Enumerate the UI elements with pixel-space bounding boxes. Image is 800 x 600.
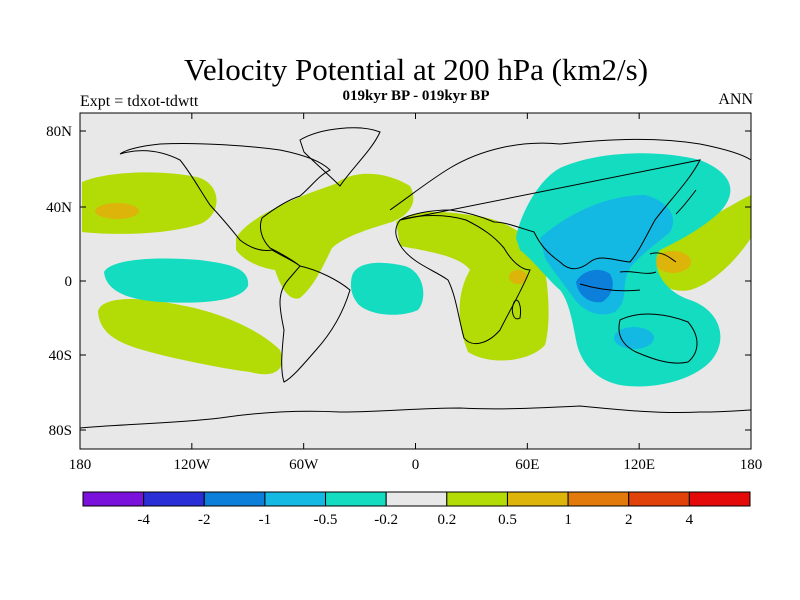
colorbar-label: -2 <box>198 512 211 528</box>
colorbar-label: 1 <box>564 512 572 528</box>
colorbar-label: -0.2 <box>374 512 398 528</box>
field-west-pacific-orange <box>655 251 691 273</box>
map-title: Velocity Potential at 200 hPa (km2/s) <box>183 52 649 87</box>
field-south-atlantic-negative <box>350 262 424 315</box>
colorbar-label: -1 <box>259 512 272 528</box>
axis-ticks <box>79 113 752 449</box>
lon-label: 0 <box>412 457 420 473</box>
coast-africa <box>395 215 531 345</box>
field-north-pacific-positive <box>82 172 217 234</box>
colorbar-swatch <box>82 491 145 507</box>
colorbar-label: 2 <box>625 512 633 528</box>
colorbar-swatch <box>385 491 448 507</box>
colorbar-swatch <box>143 491 205 507</box>
colorbar-swatch <box>264 491 327 507</box>
field-atlantic-americas-positive <box>236 173 414 299</box>
field-australia-sky-negative <box>614 327 654 349</box>
coast-north-america <box>119 142 331 267</box>
experiment-label: Expt = tdxot-tdwtt <box>80 93 199 110</box>
field-africa-orange <box>509 270 527 284</box>
colorbar-label: -4 <box>137 512 150 528</box>
coast-antarctica <box>80 405 751 429</box>
coast-greenland <box>299 127 381 187</box>
colorbar <box>82 491 751 507</box>
lon-label: 180 <box>69 457 92 473</box>
field-north-pacific-orange <box>95 203 139 219</box>
field-tropical-pacific-negative <box>104 258 249 303</box>
colorbar-label: 0.2 <box>437 512 456 528</box>
colorbar-swatch <box>325 491 387 507</box>
colorbar-label: 0.5 <box>498 512 517 528</box>
longitude-labels: 180 120W 60W 0 60E 120E 180 <box>69 457 763 473</box>
coast-indonesia <box>579 252 677 292</box>
coast-eurasia <box>389 138 751 270</box>
lat-label: 40S <box>49 348 72 364</box>
colorbar-swatch <box>446 491 508 507</box>
contour-fields <box>82 153 751 387</box>
lat-label: 40N <box>46 200 72 216</box>
colorbar-swatch <box>567 491 630 507</box>
map-subtitle: 019kyr BP - 019kyr BP <box>342 88 490 104</box>
lon-label: 180 <box>740 457 763 473</box>
colorbar-swatch <box>688 491 751 507</box>
coast-japan <box>675 189 697 215</box>
lon-label: 120E <box>623 457 655 473</box>
coast-south-america <box>279 265 351 383</box>
coastlines <box>80 127 751 429</box>
lat-label: 80N <box>46 124 72 140</box>
field-asia-sky-negative <box>540 195 674 315</box>
season-label: ANN <box>718 91 753 108</box>
lat-label: 0 <box>65 274 73 290</box>
coast-madagascar <box>511 299 521 320</box>
colorbar-swatch <box>203 491 266 507</box>
field-maritime-blue-negative <box>576 269 613 303</box>
colorbar-swatch <box>506 491 569 507</box>
latitude-labels: 80N 40N 0 40S 80S <box>46 124 72 439</box>
lat-label: 80S <box>49 423 72 439</box>
colorbar-label: -0.5 <box>314 512 338 528</box>
colorbar-label: 4 <box>686 512 694 528</box>
field-africa-positive <box>396 211 549 361</box>
lon-label: 60W <box>289 457 319 473</box>
colorbar-labels: -4 -2 -1 -0.5 -0.2 0.2 0.5 1 2 4 <box>137 512 693 528</box>
field-south-pacific-positive <box>98 298 283 375</box>
lon-label: 60E <box>515 457 539 473</box>
colorbar-swatch <box>628 491 690 507</box>
coast-australia <box>618 313 698 364</box>
lon-label: 120W <box>173 457 211 473</box>
